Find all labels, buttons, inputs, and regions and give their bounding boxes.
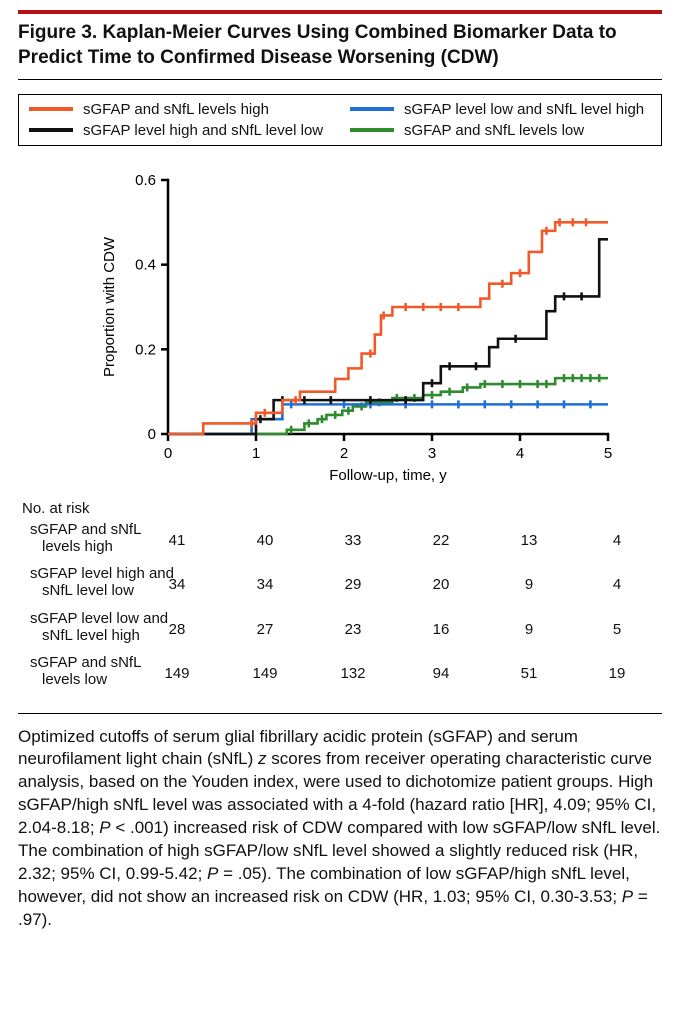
chart-area: 0 0.2 0.4 0.6 0 1 2 3 4 5 Follow-up, time, y Propor… xyxy=(18,164,662,494)
risk-cell: 27 xyxy=(257,621,274,638)
legend-swatch-lh xyxy=(350,107,394,111)
risk-cell: 51 xyxy=(521,665,538,682)
risk-row: sGFAP and sNfLlevels low149149132945119 xyxy=(18,652,662,697)
risk-cell: 149 xyxy=(164,665,189,682)
risk-cell: 149 xyxy=(252,665,277,682)
svg-text:0: 0 xyxy=(148,426,156,443)
svg-text:0.2: 0.2 xyxy=(135,341,156,358)
caption-variable: P xyxy=(622,887,633,906)
risk-row: sGFAP and sNfLlevels high41 40 33 22 13 4 xyxy=(18,519,662,564)
caption-variable: z xyxy=(258,749,267,768)
legend-label-hh: sGFAP and sNfL levels high xyxy=(83,101,269,118)
legend-label-ll: sGFAP and sNfL levels low xyxy=(404,122,584,139)
legend: sGFAP and sNfL levels high sGFAP level lo… xyxy=(18,94,662,146)
risk-cell: 132 xyxy=(340,665,365,682)
caption-rule xyxy=(18,713,662,714)
risk-row-label: sGFAP and sNfLlevels low xyxy=(18,652,180,697)
svg-text:Proportion with CDW: Proportion with CDW xyxy=(101,236,118,377)
svg-text:0.6: 0.6 xyxy=(135,172,156,189)
figure-caption: Optimized cutoffs of serum glial fibrill… xyxy=(18,726,662,932)
risk-cell: 4 xyxy=(613,576,621,593)
legend-label-lh: sGFAP level low and sNfL level high xyxy=(404,101,644,118)
risk-row-values: 149149132945119 xyxy=(180,652,662,697)
risk-row: sGFAP level high andsNfL level low343429… xyxy=(18,563,662,608)
risk-cell: 94 xyxy=(433,665,450,682)
risk-cell: 41 xyxy=(169,532,186,549)
legend-swatch-hl xyxy=(29,128,73,132)
svg-text:0.4: 0.4 xyxy=(135,256,156,273)
risk-table: sGFAP and sNfLlevels high41403322134sGFA… xyxy=(18,519,662,697)
legend-item-hl: sGFAP level high and sNfL level low xyxy=(29,122,330,139)
title-rule xyxy=(18,79,662,80)
fig187critique: Figure 3. Kaplan-Meier Curves Using Comb… xyxy=(18,20,662,79)
svg-text:0: 0 xyxy=(164,445,172,462)
legend-item-ll: sGFAP and sNfL levels low xyxy=(350,122,651,139)
kaplan-meier-chart: 0 0.2 0.4 0.6 0 1 2 3 4 5 Follow-up, time, y Propor… xyxy=(18,164,658,494)
risk-cell: 23 xyxy=(345,621,362,638)
svg-text:4: 4 xyxy=(516,445,524,462)
risk-cell: 34 xyxy=(257,576,274,593)
risk-cell: 4 xyxy=(613,532,621,549)
risk-row-label: sGFAP level low andsNfL level high xyxy=(18,608,180,653)
risk-row: sGFAP level low andsNfL level high28 27 23… xyxy=(18,608,662,653)
figure-container: Figure 3. Kaplan-Meier Curves Using Comb… xyxy=(0,0,680,950)
legend-item-hh: sGFAP and sNfL levels high xyxy=(29,101,330,118)
risk-cell: 16 xyxy=(433,621,450,638)
svg-text:Follow-up, time, y: Follow-up, time, y xyxy=(329,467,447,484)
svg-text:2: 2 xyxy=(340,445,348,462)
risk-row-label: sGFAP and sNfLlevels high xyxy=(18,519,180,564)
accent-rule xyxy=(18,10,662,14)
risk-cell: 9 xyxy=(525,621,533,638)
risk-row-values: 3434292094 xyxy=(180,563,662,608)
svg-text:5: 5 xyxy=(604,445,612,462)
legend-swatch-ll xyxy=(350,128,394,132)
risk-cell: 19 xyxy=(609,665,626,682)
risk-table-title: No. at risk xyxy=(22,500,662,517)
risk-cell: 5 xyxy=(613,621,621,638)
risk-row-values: 2827231695 xyxy=(180,608,662,653)
svg-text:3: 3 xyxy=(428,445,436,462)
svg-text:1: 1 xyxy=(252,445,260,462)
risk-cell: 33 xyxy=(345,532,362,549)
legend-label-hl: sGFAP level high and sNfL level low xyxy=(83,122,323,139)
title-line-1: Figure 3. Kaplan-Meier Curves Using Comb… xyxy=(18,22,617,43)
risk-cell: 40 xyxy=(257,532,274,549)
caption-variable: P xyxy=(207,864,218,883)
risk-cell: 29 xyxy=(345,576,362,593)
risk-cell: 34 xyxy=(169,576,186,593)
risk-cell: 22 xyxy=(433,532,450,549)
risk-cell: 9 xyxy=(525,576,533,593)
risk-cell: 20 xyxy=(433,576,450,593)
caption-variable: P xyxy=(99,818,110,837)
risk-row-label: sGFAP level high andsNfL level low xyxy=(18,563,180,608)
risk-cell: 28 xyxy=(169,621,186,638)
legend-item-lh: sGFAP level low and sNfL level high xyxy=(350,101,651,118)
title-line-2: Predict Time to Confirmed Disease Worsen… xyxy=(18,47,499,68)
risk-row-values: 41403322134 xyxy=(180,519,662,564)
risk-cell: 13 xyxy=(521,532,538,549)
legend-swatch-hh xyxy=(29,107,73,111)
